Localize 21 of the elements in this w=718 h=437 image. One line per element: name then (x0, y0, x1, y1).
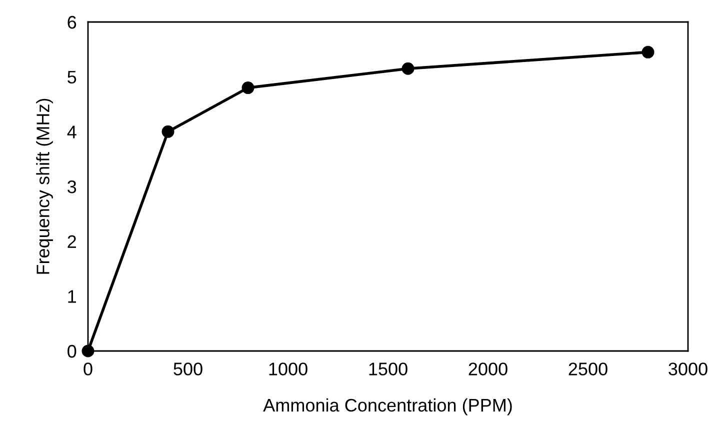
x-tick-label: 1500 (369, 362, 408, 376)
x-tick-label: 1000 (269, 362, 308, 376)
y-tick-label: 2 (68, 235, 76, 248)
x-tick-label: 3000 (668, 362, 708, 376)
point (402, 62, 414, 75)
x-tick-label: 0 (84, 362, 92, 376)
point (642, 46, 654, 58)
y-tick-label: 1 (68, 290, 76, 303)
y-tick-label: 4 (67, 126, 76, 138)
point (162, 125, 174, 138)
point (82, 344, 94, 358)
y-axis-title: Frequency shift (MHz) (36, 98, 53, 274)
y-tick-label: 0 (68, 344, 76, 358)
y-tick-label: 5 (68, 70, 76, 84)
y-tick-label: 6 (68, 16, 76, 29)
x-tick-label: 2000 (468, 362, 508, 376)
x-tick-label: 500 (174, 362, 202, 376)
x-tick-label: 2500 (568, 362, 608, 376)
y-tick-label: 3 (68, 180, 76, 194)
point (242, 82, 254, 94)
x-axis-title: Ammonia Concentration (PPM) (263, 398, 512, 416)
